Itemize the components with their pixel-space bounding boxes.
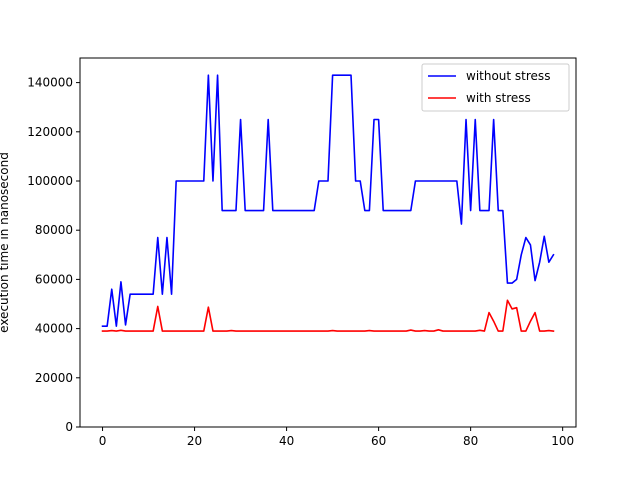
x-tick-label: 80 [463, 434, 478, 448]
legend-label: with stress [466, 91, 531, 105]
series-line-without-stress [101, 74, 555, 327]
y-tick-label: 0 [65, 420, 73, 434]
y-tick-label: 80000 [35, 223, 73, 237]
x-tick-label: 60 [371, 434, 386, 448]
series-layer [101, 74, 555, 332]
legend-entry: with stress [428, 91, 531, 105]
x-tick-label: 100 [551, 434, 574, 448]
legend-entry: without stress [428, 69, 550, 83]
y-tick-label: 20000 [35, 371, 73, 385]
legend-label: without stress [466, 69, 550, 83]
x-tick-label: 20 [187, 434, 202, 448]
y-axis-ticks: 0 20000 40000 60000 80000 100000 120000 140000 [27, 76, 80, 434]
legend-entries: without stress with stress [428, 69, 550, 105]
y-tick-label: 120000 [27, 125, 73, 139]
plot-frame [79, 57, 577, 428]
axes-frame [79, 57, 577, 428]
y-tick-label: 140000 [27, 76, 73, 90]
series-line-with-stress [101, 299, 555, 332]
y-tick-label: 40000 [35, 322, 73, 336]
legend: without stress with stress [421, 63, 570, 112]
y-tick-label: 60000 [35, 272, 73, 286]
y-tick-label: 100000 [27, 174, 73, 188]
x-tick-label: 40 [279, 434, 294, 448]
y-axis-label: execution time in nanosecond [0, 152, 11, 333]
x-tick-label: 0 [99, 434, 107, 448]
x-axis-ticks: 0 20 40 60 80 100 [99, 427, 574, 448]
legend-box [421, 63, 570, 112]
